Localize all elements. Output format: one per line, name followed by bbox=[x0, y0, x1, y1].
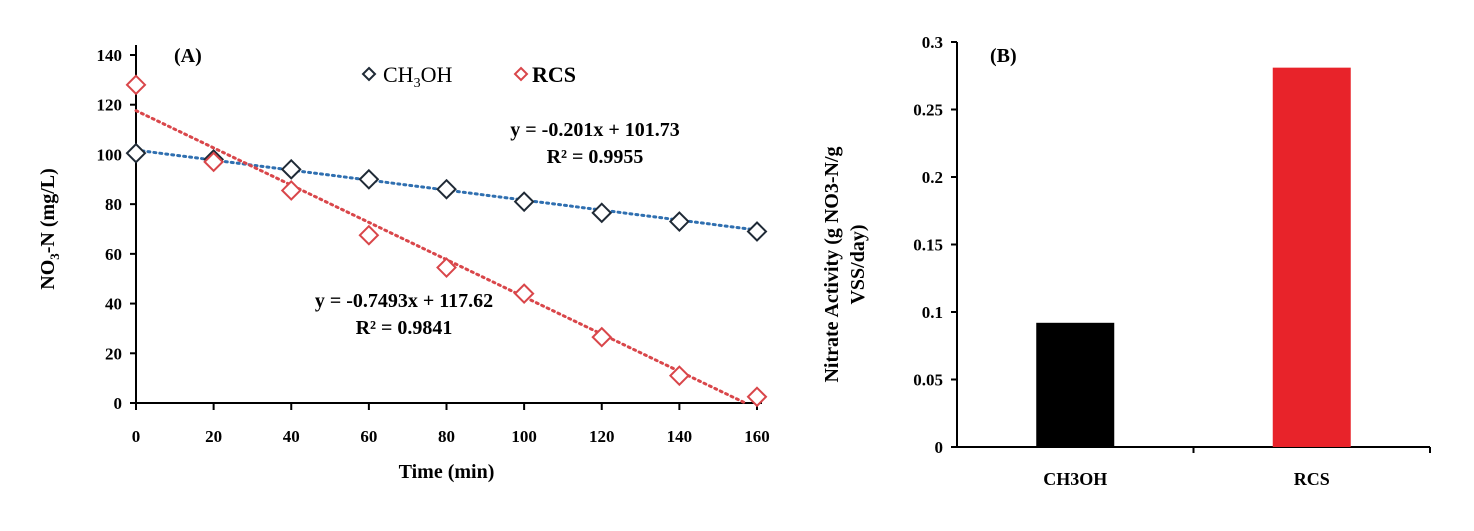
y-tick-label: 0 bbox=[114, 394, 123, 413]
data-point-ch3oh bbox=[436, 178, 457, 200]
x-tick-label: 160 bbox=[744, 427, 770, 446]
data-point-rcs bbox=[125, 74, 147, 96]
legend-marker-ch3oh bbox=[361, 66, 377, 82]
legend-marker-rcs bbox=[513, 66, 529, 82]
legend-sub: 3 bbox=[414, 76, 421, 91]
data-point-ch3oh bbox=[280, 158, 302, 180]
data-point-rcs bbox=[591, 326, 613, 348]
legend-label-rcs: RCS bbox=[532, 62, 576, 87]
y-axis-title-line1: Nitrate Activity (g NO3-N/g bbox=[821, 146, 843, 382]
x-tick-label: 120 bbox=[589, 427, 615, 446]
y-title-sub: 3 bbox=[47, 253, 62, 260]
x-tick-label: 100 bbox=[511, 427, 537, 446]
data-point-rcs bbox=[436, 257, 457, 278]
x-tick-label: RCS bbox=[1294, 469, 1330, 489]
data-point-rcs bbox=[203, 151, 225, 173]
trendline-rcs bbox=[134, 109, 747, 405]
y-tick-label: 120 bbox=[97, 96, 123, 115]
x-tick-label: 40 bbox=[283, 427, 300, 446]
panel-label: (B) bbox=[990, 45, 1017, 67]
legend-label-ch3oh: CH3OH bbox=[383, 62, 452, 91]
r2-rcs: R² = 0.9841 bbox=[356, 317, 453, 339]
y-tick-label: 20 bbox=[105, 344, 122, 363]
equation-rcs: y = -0.7493x + 117.62 bbox=[315, 290, 493, 312]
panel-a-line-chart: 0 20 40 60 80 100 120 140 0 20 40 60 80 100 120 140 160 T… bbox=[37, 45, 770, 483]
y-tick-label: 0.05 bbox=[913, 371, 943, 390]
data-point-ch3oh bbox=[358, 168, 380, 190]
y-axis-title-line2: VSS/day) bbox=[847, 224, 869, 304]
y-tick-label: 60 bbox=[105, 245, 122, 264]
y-tick-label: 0.3 bbox=[922, 33, 943, 52]
data-point-ch3oh bbox=[591, 202, 613, 224]
y-axis-title: NO3-N (mg/L) bbox=[37, 168, 62, 289]
x-tick-label: 0 bbox=[132, 427, 141, 446]
legend-part: CH bbox=[383, 62, 414, 87]
y-tick-label: 0.1 bbox=[922, 303, 943, 322]
data-point-ch3oh bbox=[125, 142, 147, 164]
equation-ch3oh: y = -0.201x + 101.73 bbox=[510, 119, 679, 141]
panel-label: (A) bbox=[174, 45, 202, 67]
r2-ch3oh: R² = 0.9955 bbox=[547, 146, 644, 168]
y-tick-label: 80 bbox=[105, 195, 122, 214]
data-point-rcs bbox=[746, 386, 768, 408]
y-tick-label: 140 bbox=[97, 46, 123, 65]
x-tick-label: 60 bbox=[360, 427, 377, 446]
x-tick-label: 20 bbox=[205, 427, 222, 446]
x-tick-label: 80 bbox=[438, 427, 455, 446]
y-tick-label: 0.25 bbox=[913, 101, 943, 120]
y-tick-label: 0.15 bbox=[913, 236, 943, 255]
y-tick-label: 100 bbox=[97, 145, 123, 164]
legend-part: OH bbox=[421, 62, 453, 87]
x-tick-label: 140 bbox=[667, 427, 693, 446]
y-tick-label: 40 bbox=[105, 295, 122, 314]
y-title-part: NO bbox=[37, 260, 59, 290]
data-point-rcs bbox=[280, 180, 302, 201]
data-point-rcs bbox=[513, 283, 535, 305]
data-point-rcs bbox=[668, 365, 690, 387]
data-point-ch3oh bbox=[513, 191, 535, 213]
data-point-rcs bbox=[358, 224, 380, 246]
data-point-ch3oh bbox=[746, 221, 768, 242]
data-point-ch3oh bbox=[668, 211, 690, 232]
bar-ch3oh bbox=[1036, 322, 1115, 447]
x-axis-title: Time (min) bbox=[399, 461, 495, 483]
y-tick-label: 0.2 bbox=[922, 168, 943, 187]
bar-rcs bbox=[1272, 67, 1351, 448]
x-tick-label: CH3OH bbox=[1043, 469, 1107, 489]
panel-b-bar-chart: 0 0.05 0.1 0.15 0.2 0.25 0.3 CH3OH RCS (B) Nitrate… bbox=[821, 33, 1431, 489]
y-title-part: -N (mg/L) bbox=[37, 168, 59, 253]
y-tick-label: 0 bbox=[935, 438, 944, 457]
